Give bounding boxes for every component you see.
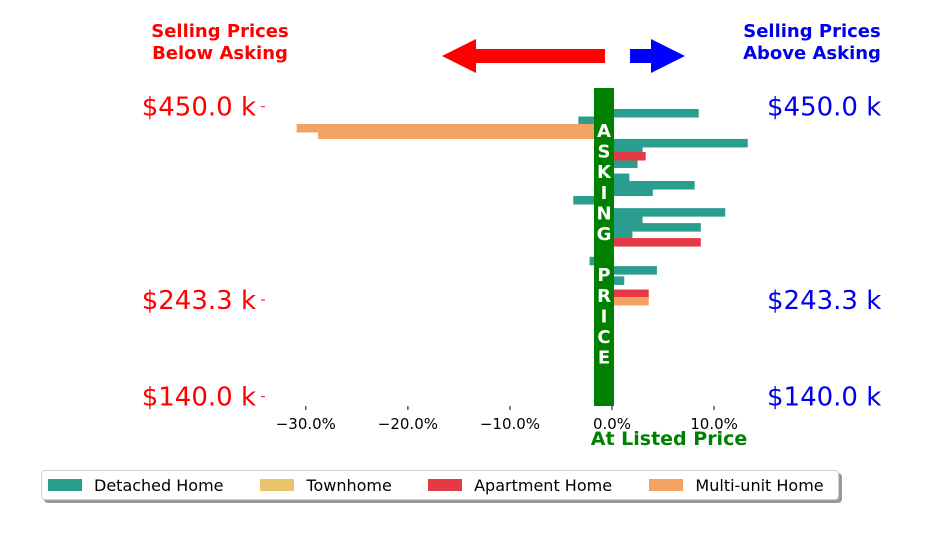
bar-detached-home [612, 187, 653, 197]
above-asking-line2: Above Asking [743, 43, 881, 64]
bar-multi-unit-home [318, 130, 613, 140]
right-arrow [630, 39, 685, 73]
legend-label: Townhome [306, 475, 392, 495]
legend-label: Apartment Home [474, 475, 613, 495]
y-tick-label-right: $140.0 k [767, 383, 881, 413]
asking-price-letter: C [597, 327, 610, 348]
bar-multi-unit-home [612, 296, 649, 306]
legend-swatch [649, 479, 684, 491]
legend-swatch [260, 479, 295, 491]
y-tick-label-right: $450.0 k [767, 93, 881, 123]
asking-price-letter: G [597, 224, 612, 245]
below-asking-header: Selling Prices Below Asking [120, 21, 320, 65]
axes-layer: $450.0 k $450.0 k $243.3 k $243.3 k $140.0 k… [142, 93, 882, 450]
legend-label: Multi-unit Home [695, 475, 824, 495]
asking-price-bar [594, 88, 614, 406]
bars-layer [296, 109, 748, 306]
bar-detached-home [612, 230, 633, 240]
y-tick-label-left: $243.3 k [142, 286, 256, 316]
legend-item: Townhome [260, 476, 428, 495]
asking-price-letter: S [598, 142, 611, 163]
bar-detached-home [612, 159, 638, 169]
y-tick-label-left: $140.0 k [142, 383, 256, 413]
legend-item: Detached Home [48, 476, 260, 495]
bar-detached-home [612, 223, 701, 232]
asking-price-letter: N [596, 203, 611, 224]
asking-price-letter: E [598, 348, 610, 369]
asking-price-letter: A [597, 121, 611, 142]
above-asking-header: Selling Prices Above Asking [712, 21, 912, 65]
bar-detached-home [612, 208, 726, 217]
x-axis-label: At Listed Price [591, 428, 747, 450]
above-asking-line1: Selling Prices [743, 21, 881, 42]
below-asking-line2: Below Asking [152, 43, 288, 64]
bar-apartment-home [612, 289, 649, 299]
asking-price-letter: R [597, 286, 611, 307]
y-tick-label-right: $243.3 k [767, 286, 881, 316]
legend-item: Multi-unit Home [649, 476, 838, 495]
bar-detached-home [612, 173, 630, 183]
legend-swatch [48, 479, 82, 491]
x-tick-label: −20.0% [378, 415, 438, 433]
x-tick-label: 10.0% [690, 415, 738, 433]
bar-detached-home [612, 266, 657, 275]
asking-price-letter: P [597, 265, 610, 286]
bar-multi-unit-home [296, 123, 613, 133]
legend-label: Detached Home [94, 475, 224, 495]
chart-legend: Detached Home Townhome Apartment Home Multi… [41, 470, 839, 500]
bar-detached-home [612, 138, 748, 148]
legend-swatch [428, 479, 463, 491]
bar-detached-home [612, 145, 643, 154]
x-tick-label: 0.0% [593, 415, 631, 433]
bar-apartment-home [612, 238, 701, 247]
direction-arrows [442, 39, 685, 73]
bar-detached-home [612, 215, 643, 225]
below-asking-line1: Selling Prices [151, 21, 289, 42]
y-tick-label-left: $450.0 k [142, 93, 256, 123]
bar-detached-home [612, 109, 699, 118]
bar-detached-home [612, 276, 625, 285]
bar-apartment-home [612, 152, 646, 161]
bar-detached-home [573, 195, 613, 205]
x-tick-label: −30.0% [276, 415, 336, 433]
asking-price-letter: K [597, 162, 612, 183]
bar-detached-home [612, 181, 695, 190]
x-tick-label: −10.0% [480, 415, 540, 433]
asking-price-letter: I [601, 183, 608, 204]
asking-price-letter: I [601, 306, 608, 327]
left-arrow [442, 39, 605, 73]
legend-item: Apartment Home [428, 476, 649, 495]
